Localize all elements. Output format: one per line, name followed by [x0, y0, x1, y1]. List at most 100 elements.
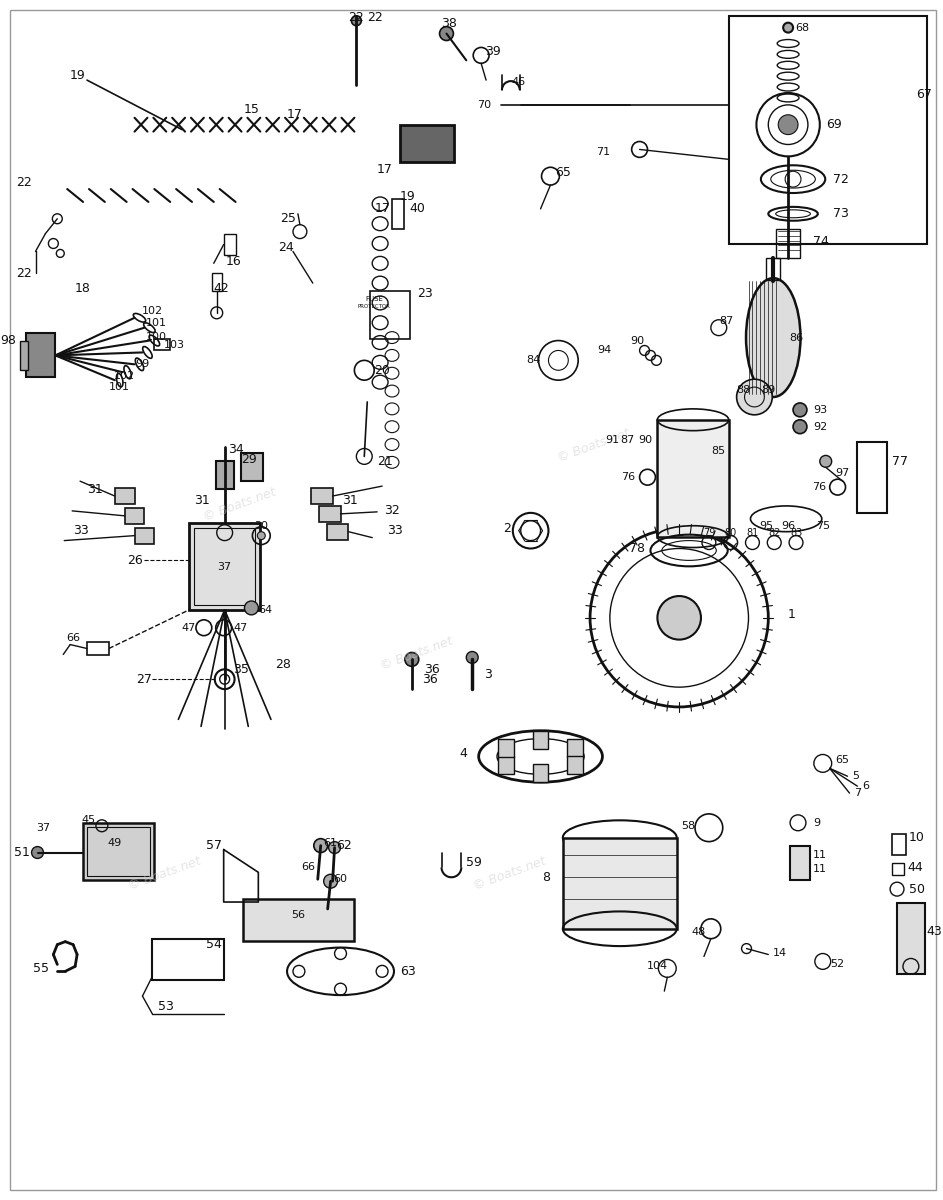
- Text: 61: 61: [323, 838, 338, 847]
- Text: 100: 100: [146, 331, 167, 342]
- Text: 27: 27: [137, 673, 153, 685]
- Bar: [241, 454, 263, 481]
- Circle shape: [314, 839, 327, 852]
- Text: 31: 31: [342, 494, 358, 508]
- Text: 72: 72: [833, 173, 849, 186]
- Text: 16: 16: [225, 254, 241, 268]
- Text: 42: 42: [214, 282, 229, 294]
- Text: 34: 34: [227, 443, 243, 456]
- Text: 95: 95: [759, 521, 773, 530]
- Bar: [83, 823, 155, 881]
- Circle shape: [257, 532, 265, 540]
- Text: 21: 21: [377, 455, 393, 468]
- Bar: [326, 523, 349, 540]
- Text: 37: 37: [37, 823, 51, 833]
- Text: FUSE: FUSE: [365, 296, 383, 302]
- Bar: [892, 834, 906, 856]
- Text: 36: 36: [423, 662, 439, 676]
- Bar: [115, 488, 135, 504]
- Text: 46: 46: [512, 77, 526, 88]
- Bar: [790, 846, 810, 881]
- Text: 101: 101: [146, 318, 167, 328]
- Text: 23: 23: [417, 287, 433, 300]
- Text: 51: 51: [14, 846, 29, 859]
- Text: 62: 62: [337, 839, 353, 852]
- Bar: [216, 461, 234, 490]
- Text: 73: 73: [833, 208, 849, 221]
- Text: 17: 17: [374, 203, 390, 215]
- Text: 79: 79: [703, 528, 715, 538]
- Text: 31: 31: [194, 494, 209, 508]
- Text: 37: 37: [218, 563, 232, 572]
- Text: © Boats.net: © Boats.net: [126, 854, 203, 893]
- Text: 30: 30: [255, 521, 269, 530]
- Bar: [567, 756, 583, 774]
- Text: 43: 43: [927, 925, 942, 938]
- Text: 9: 9: [813, 818, 820, 828]
- Bar: [311, 488, 333, 504]
- Text: 67: 67: [916, 89, 932, 102]
- Text: 76: 76: [812, 482, 826, 492]
- Text: 99: 99: [136, 359, 150, 370]
- Text: 26: 26: [126, 554, 142, 566]
- Text: 4: 4: [459, 746, 468, 760]
- Bar: [243, 899, 355, 941]
- Text: 66: 66: [66, 632, 80, 643]
- Text: 77: 77: [892, 455, 908, 468]
- Text: 80: 80: [724, 528, 736, 538]
- Text: 24: 24: [278, 241, 294, 254]
- Bar: [87, 827, 150, 876]
- Text: 8: 8: [542, 871, 551, 883]
- Text: 35: 35: [234, 662, 250, 676]
- Bar: [25, 332, 56, 377]
- Text: 54: 54: [206, 938, 222, 952]
- Text: 78: 78: [629, 542, 644, 556]
- Text: 86: 86: [789, 332, 803, 342]
- Bar: [857, 442, 887, 512]
- Text: 14: 14: [773, 948, 787, 958]
- Bar: [20, 341, 27, 371]
- Bar: [194, 528, 256, 605]
- Circle shape: [778, 115, 798, 134]
- Bar: [371, 292, 410, 338]
- Circle shape: [439, 26, 454, 41]
- Text: 65: 65: [555, 166, 571, 179]
- Text: 64: 64: [258, 605, 273, 614]
- Text: 104: 104: [647, 961, 668, 971]
- Text: 101: 101: [109, 382, 130, 392]
- Text: 58: 58: [681, 821, 695, 830]
- Text: 47: 47: [182, 623, 196, 632]
- Text: 92: 92: [813, 421, 827, 432]
- Bar: [392, 199, 404, 229]
- Bar: [767, 258, 780, 280]
- Text: 1: 1: [788, 608, 796, 622]
- Text: 50: 50: [909, 883, 925, 895]
- Bar: [135, 528, 155, 544]
- Text: 90: 90: [631, 336, 645, 346]
- Text: 96: 96: [781, 521, 795, 530]
- Text: 11: 11: [813, 864, 827, 875]
- Circle shape: [793, 403, 807, 416]
- Bar: [153, 938, 223, 980]
- Text: 66: 66: [301, 863, 315, 872]
- Text: 102: 102: [114, 371, 135, 382]
- Text: 20: 20: [374, 364, 390, 377]
- Bar: [533, 731, 549, 749]
- Text: 29: 29: [241, 452, 257, 466]
- Text: 17: 17: [287, 108, 303, 121]
- Text: 15: 15: [243, 103, 259, 116]
- Text: 98: 98: [0, 334, 16, 347]
- Bar: [223, 234, 236, 256]
- Bar: [567, 739, 583, 757]
- Text: 87: 87: [720, 316, 734, 325]
- Text: 81: 81: [746, 528, 758, 538]
- Circle shape: [31, 846, 43, 858]
- Text: © Boats.net: © Boats.net: [472, 854, 548, 893]
- Bar: [319, 506, 340, 522]
- Circle shape: [323, 875, 338, 888]
- Text: PROTECTOR: PROTECTOR: [357, 305, 390, 310]
- Bar: [892, 864, 904, 875]
- Text: 32: 32: [384, 504, 400, 517]
- Bar: [657, 420, 729, 536]
- Text: 38: 38: [441, 17, 457, 30]
